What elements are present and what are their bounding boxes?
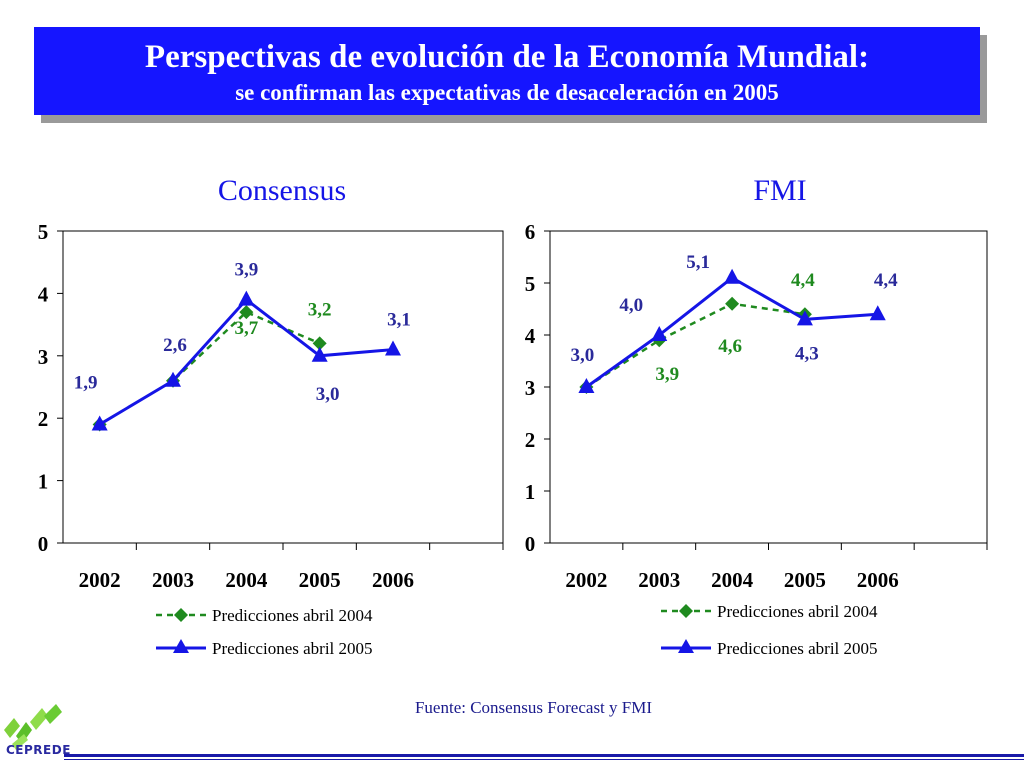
series-line xyxy=(585,302,806,389)
y-tick-label: 5 xyxy=(38,220,49,244)
data-label: 4,0 xyxy=(619,295,643,316)
title-banner: Perspectivas de evolución de la Economía… xyxy=(34,27,980,115)
y-tick-label: 5 xyxy=(525,272,536,296)
x-tick-label: 2005 xyxy=(784,568,826,592)
x-tick-label: 2003 xyxy=(152,568,194,592)
y-tick-label: 0 xyxy=(38,532,49,556)
data-point-triangle xyxy=(385,340,401,356)
x-tick-label: 2006 xyxy=(857,568,899,592)
data-point-diamond xyxy=(239,305,254,320)
y-tick-label: 1 xyxy=(525,480,536,504)
x-tick-label: 2004 xyxy=(711,568,754,592)
data-point-triangle xyxy=(651,326,668,341)
data-label: 1,9 xyxy=(74,372,98,393)
x-tick-label: 2002 xyxy=(565,568,607,592)
data-label: 4,4 xyxy=(791,270,815,291)
y-tick-label: 4 xyxy=(38,282,49,306)
data-point-diamond xyxy=(725,296,740,311)
chart-title: FMI xyxy=(753,174,806,207)
data-label: 4,6 xyxy=(718,336,742,357)
data-point-triangle xyxy=(238,290,255,306)
data-label: 2,6 xyxy=(163,335,187,356)
legend-marker-2005 xyxy=(678,639,694,653)
legend-marker-2005 xyxy=(173,639,189,653)
legend-marker-2004 xyxy=(174,608,188,622)
y-tick-label: 2 xyxy=(38,407,49,431)
data-point-triangle xyxy=(724,268,741,284)
data-label: 3,0 xyxy=(571,345,595,366)
legend-label: Predicciones abril 2004 xyxy=(212,606,373,625)
x-tick-label: 2002 xyxy=(79,568,121,592)
legend-label: Predicciones abril 2005 xyxy=(717,639,878,658)
legend-label: Predicciones abril 2004 xyxy=(717,602,878,621)
data-label: 3,2 xyxy=(308,299,332,320)
y-tick-label: 2 xyxy=(525,428,536,452)
plot-area xyxy=(549,230,988,544)
data-label: 3,1 xyxy=(387,310,411,331)
data-label: 3,9 xyxy=(234,260,258,281)
x-tick-label: 2006 xyxy=(372,568,414,592)
y-tick-label: 3 xyxy=(525,376,536,400)
y-tick-label: 4 xyxy=(525,324,536,348)
data-point-triangle xyxy=(91,415,108,431)
x-tick-label: 2003 xyxy=(638,568,680,592)
legend-marker-2004 xyxy=(679,604,693,618)
data-point-triangle xyxy=(578,378,595,393)
page-title: Perspectivas de evolución de la Economía… xyxy=(144,39,870,75)
footer-rule xyxy=(64,754,1024,757)
data-label: 4,4 xyxy=(874,270,898,291)
data-label: 3,7 xyxy=(234,318,258,339)
legend-label: Predicciones abril 2005 xyxy=(212,639,373,658)
data-label: 4,3 xyxy=(795,343,819,364)
y-tick-label: 0 xyxy=(525,532,536,556)
data-point-triangle xyxy=(869,305,886,321)
y-tick-label: 1 xyxy=(38,470,49,494)
data-point-triangle xyxy=(311,346,328,362)
y-tick-label: 6 xyxy=(525,220,536,244)
y-tick-label: 3 xyxy=(38,345,49,369)
source-note: Fuente: Consensus Forecast y FMI xyxy=(414,698,653,717)
data-point-triangle xyxy=(165,371,181,387)
footer-rule-thin xyxy=(64,759,1024,760)
data-label: 3,9 xyxy=(655,364,679,385)
data-label: 5,1 xyxy=(686,252,710,273)
page-subtitle: se confirman las expectativas de desacel… xyxy=(235,80,779,105)
data-point-triangle xyxy=(796,310,813,326)
chart-title: Consensus xyxy=(218,174,346,207)
logo-text: CEPREDE xyxy=(6,743,71,757)
data-point-diamond xyxy=(312,336,327,351)
data-label: 3,0 xyxy=(316,384,340,405)
plot-area xyxy=(62,230,504,544)
x-tick-label: 2004 xyxy=(225,568,268,592)
x-tick-label: 2005 xyxy=(299,568,341,592)
ceprede-logo-icon xyxy=(4,704,62,750)
